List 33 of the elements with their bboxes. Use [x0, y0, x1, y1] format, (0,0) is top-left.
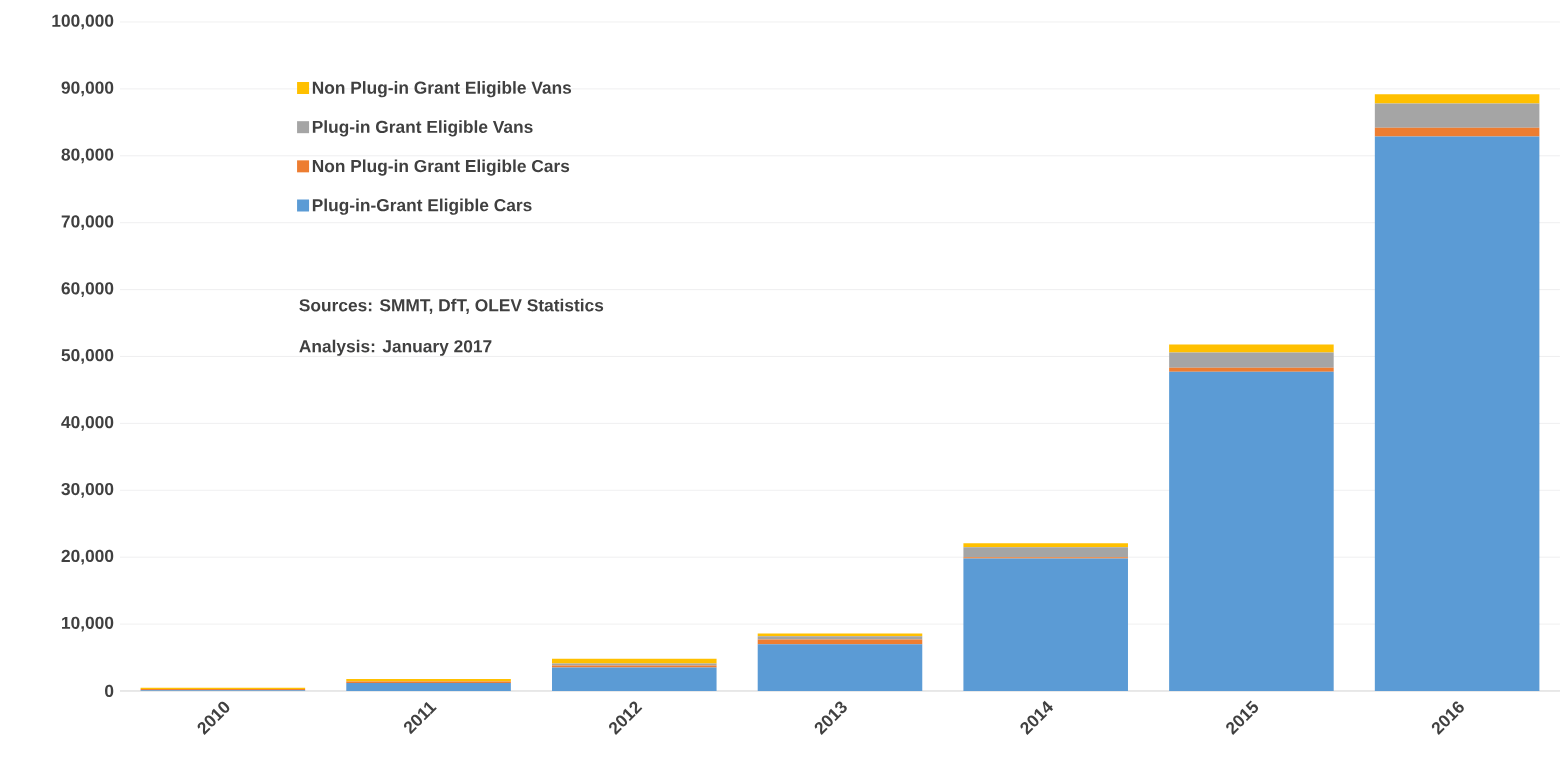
y-tick-label: 40,000 — [61, 415, 114, 431]
bar — [757, 639, 923, 645]
bar — [1169, 344, 1334, 353]
bar — [1374, 103, 1540, 128]
bar — [963, 547, 1128, 558]
bar — [963, 558, 1128, 691]
legend-label: Plug-in-Grant Eligible Cars — [312, 198, 532, 215]
annotation: Sources: SMMT, DfT, OLEV Statistics — [299, 298, 604, 314]
bar — [552, 667, 717, 691]
y-tick-label: 30,000 — [61, 482, 114, 498]
y-tick-label: 70,000 — [61, 215, 114, 231]
bar — [1169, 371, 1334, 691]
legend-label: Non Plug-in Grant Eligible Cars — [312, 159, 570, 176]
bar — [1374, 94, 1540, 104]
annotation: Analysis: January 2017 — [299, 339, 492, 356]
bar — [757, 644, 923, 691]
bar — [963, 543, 1128, 548]
y-tick-label: 0 — [105, 684, 114, 698]
bar — [1169, 367, 1334, 372]
bar — [1374, 127, 1540, 137]
bar — [1169, 352, 1334, 368]
legend-label: Plug-in Grant Eligible Vans — [312, 120, 533, 137]
y-tick-label: 80,000 — [61, 148, 114, 164]
legend-label: Non Plug-in Grant Eligible Vans — [312, 81, 572, 98]
y-tick-label: 100,000 — [52, 14, 114, 30]
y-tick-label: 60,000 — [61, 282, 114, 297]
bar — [346, 682, 511, 691]
y-tick-label: 90,000 — [61, 81, 114, 97]
y-tick-label: 10,000 — [62, 616, 114, 632]
bar — [1374, 136, 1540, 691]
y-tick-label: 50,000 — [61, 349, 114, 364]
y-tick-label: 20,000 — [61, 549, 114, 565]
bar — [552, 658, 717, 664]
